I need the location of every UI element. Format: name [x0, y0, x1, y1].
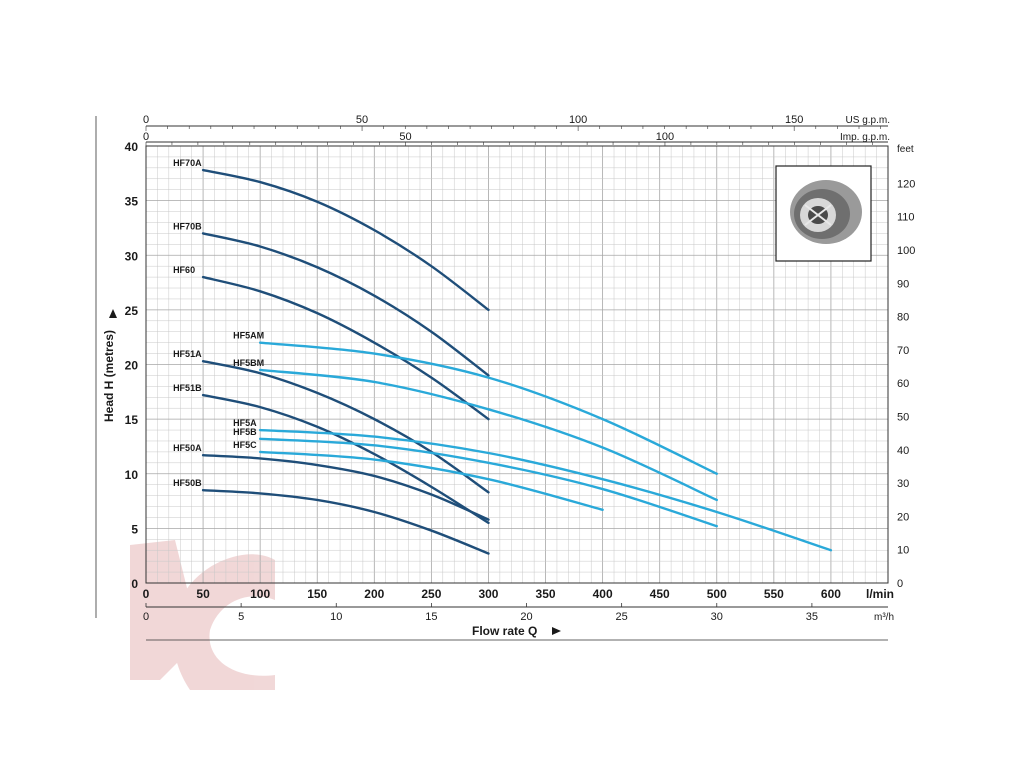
- x-tick-label: 550: [764, 587, 784, 601]
- m3h-tick-label: 20: [520, 611, 532, 623]
- series-line-hf70a: [201, 168, 490, 312]
- series-label-hf5bm: HF5BM: [233, 358, 264, 368]
- tick-labels: 0 50 100 150 200 250 300 350 400 450 500 550 6000510…: [125, 114, 916, 623]
- series-labels: HF70A HF70B HF60 HF51A HF51B HF50A HF50B HF5AM H…: [173, 158, 264, 488]
- feet-tick-label: 10: [897, 545, 909, 557]
- y-axis-title: Head H (metres): [102, 330, 116, 422]
- y-tick-label: 0: [131, 577, 138, 591]
- feet-unit: feet: [897, 144, 914, 155]
- series-line-hf70b: [201, 232, 490, 377]
- series-label-hf70b: HF70B: [173, 221, 202, 231]
- imp-gpm-tick-label: 50: [399, 131, 411, 143]
- series-line-hf5am: [258, 341, 718, 475]
- x-tick-label: 300: [478, 587, 498, 601]
- x-axis-title: Flow rate Q: [472, 624, 537, 638]
- series-line-hf5b: [258, 437, 718, 528]
- watermark-logo: [130, 540, 275, 690]
- series-label-hf70a: HF70A: [173, 158, 202, 168]
- us-gpm-tick-label: 150: [785, 114, 803, 126]
- feet-tick-label: 50: [897, 412, 909, 424]
- m3h-tick-label: 30: [711, 611, 723, 623]
- feet-tick-label: 60: [897, 378, 909, 390]
- x-tick-label: 600: [821, 587, 841, 601]
- m3h-tick-label: 10: [330, 611, 342, 623]
- series-label-hf5a: HF5A: [233, 418, 257, 428]
- series-line-hf5a: [258, 428, 833, 552]
- x-tick-label: 50: [196, 587, 210, 601]
- feet-tick-label: 90: [897, 278, 909, 290]
- series-line-hf5c: [258, 450, 604, 512]
- series-label-hf50a: HF50A: [173, 443, 202, 453]
- series-label-hf50b: HF50B: [173, 478, 202, 488]
- series-line-hf50b: [201, 488, 490, 555]
- x-tick-label: 0: [143, 587, 150, 601]
- y-axis-arrow: [109, 309, 117, 318]
- imp-gpm-tick-label: 0: [143, 131, 149, 143]
- feet-tick-label: 30: [897, 478, 909, 490]
- y-tick-label: 5: [131, 522, 138, 536]
- x-tick-label: 100: [250, 587, 270, 601]
- series-curves: [201, 168, 833, 555]
- series-label-hf5b: HF5B: [233, 427, 257, 437]
- y-tick-label: 40: [125, 140, 139, 154]
- feet-tick-label: 20: [897, 511, 909, 523]
- x-tick-label: 400: [593, 587, 613, 601]
- series-line-hf51b: [201, 393, 490, 525]
- imp-gpm-tick-label: 100: [656, 131, 674, 143]
- y-tick-label: 15: [125, 413, 139, 427]
- y-tick-label: 35: [125, 195, 139, 209]
- lmin-unit: l/min: [866, 587, 894, 601]
- us-gpm-unit: US g.p.m.: [846, 115, 890, 126]
- y-tick-label: 30: [125, 249, 139, 263]
- series-line-hf50a: [201, 453, 490, 521]
- m3h-tick-label: 15: [425, 611, 437, 623]
- x-tick-label: 150: [307, 587, 327, 601]
- m3h-unit: m³/h: [874, 612, 894, 623]
- x-tick-label: 500: [707, 587, 727, 601]
- us-gpm-tick-label: 100: [569, 114, 587, 126]
- m3h-tick-label: 25: [616, 611, 628, 623]
- us-gpm-tick-label: 0: [143, 114, 149, 126]
- series-label-hf5c: HF5C: [233, 440, 257, 450]
- feet-tick-label: 0: [897, 578, 903, 590]
- m3h-tick-label: 0: [143, 611, 149, 623]
- m3h-tick-label: 5: [238, 611, 244, 623]
- x-tick-label: 450: [650, 587, 670, 601]
- series-line-hf51a: [201, 360, 490, 494]
- series-label-hf5am: HF5AM: [233, 331, 264, 341]
- feet-tick-label: 120: [897, 178, 915, 190]
- pump-image: [775, 165, 872, 262]
- imp-gpm-unit: Imp. g.p.m.: [840, 132, 890, 143]
- x-tick-label: 200: [364, 587, 384, 601]
- y-tick-label: 20: [125, 359, 139, 373]
- us-gpm-tick-label: 50: [356, 114, 368, 126]
- m3h-tick-label: 35: [806, 611, 818, 623]
- feet-tick-label: 80: [897, 312, 909, 324]
- feet-tick-label: 70: [897, 345, 909, 357]
- feet-tick-label: 40: [897, 445, 909, 457]
- series-line-hf60: [201, 275, 490, 421]
- x-tick-label: 250: [421, 587, 441, 601]
- series-label-hf51b: HF51B: [173, 383, 202, 393]
- y-tick-label: 25: [125, 304, 139, 318]
- x-axis-arrow: [552, 627, 561, 635]
- series-label-hf60: HF60: [173, 265, 195, 275]
- y-tick-label: 10: [125, 468, 139, 482]
- feet-tick-label: 110: [897, 212, 915, 224]
- feet-tick-label: 100: [897, 245, 915, 257]
- series-label-hf51a: HF51A: [173, 349, 202, 359]
- series-line-hf5bm: [258, 368, 718, 502]
- x-tick-label: 350: [536, 587, 556, 601]
- plot-frame: [145, 145, 889, 584]
